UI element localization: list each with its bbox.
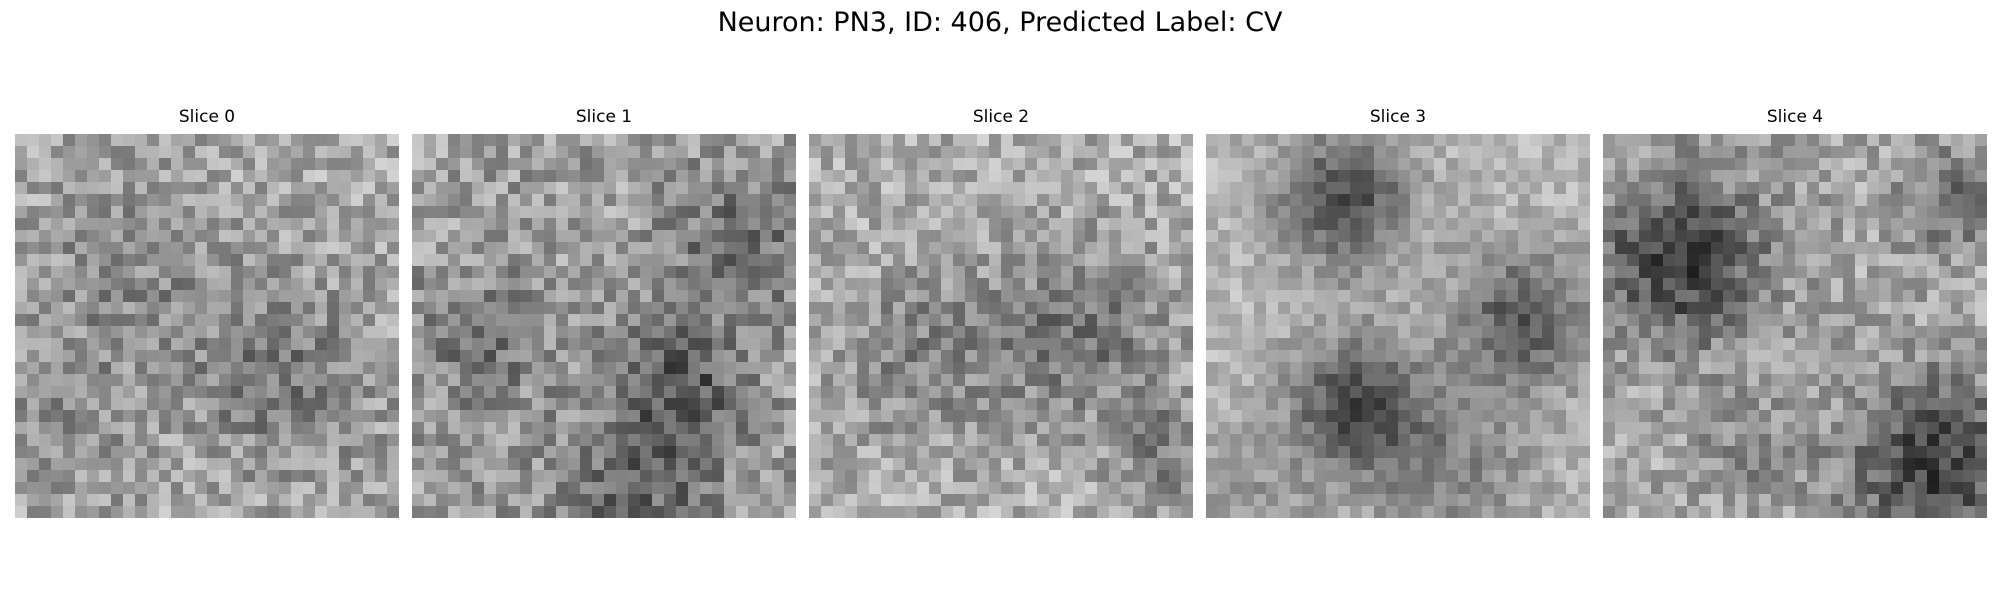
slice-title-1: Slice 1	[575, 107, 633, 127]
slice-image-3	[1206, 134, 1590, 518]
slice-title-4: Slice 4	[1766, 107, 1824, 127]
slice-image-2	[809, 134, 1193, 518]
slice-title-3: Slice 3	[1369, 107, 1427, 127]
slice-title-0: Slice 0	[178, 107, 236, 127]
slice-image-4	[1603, 134, 1987, 518]
slice-image-0	[15, 134, 399, 518]
figure-title: Neuron: PN3, ID: 406, Predicted Label: C…	[717, 7, 1283, 38]
slice-image-1	[412, 134, 796, 518]
slice-title-2: Slice 2	[972, 107, 1030, 127]
